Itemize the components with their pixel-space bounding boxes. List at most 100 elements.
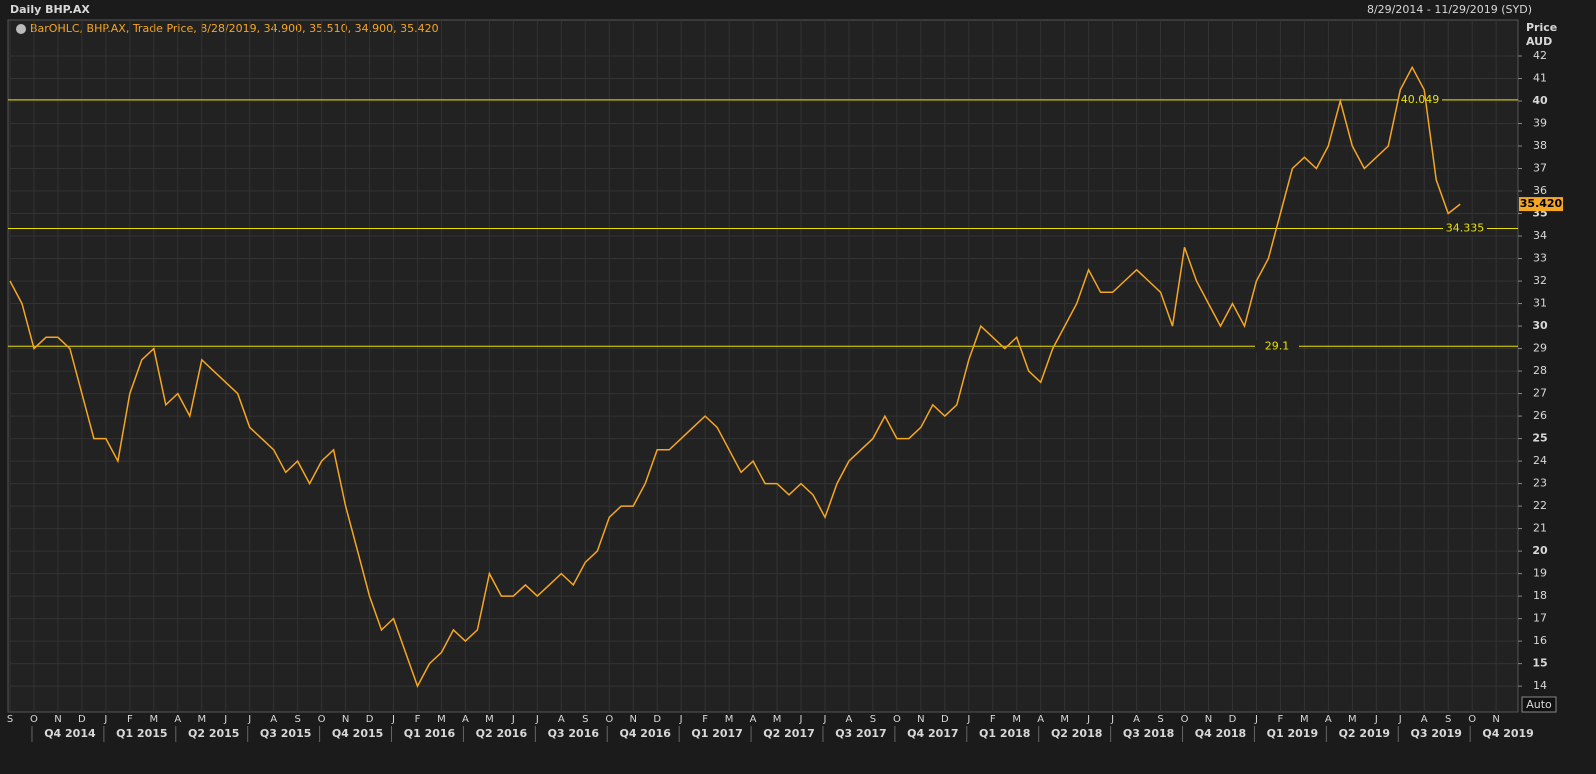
y-tick-label: 18 — [1533, 589, 1547, 602]
x-quarter-label: Q3 2015 — [260, 727, 311, 740]
x-month-label: J — [1086, 714, 1090, 725]
y-tick-label: 41 — [1533, 72, 1547, 85]
x-quarter-label: Q1 2017 — [691, 727, 742, 740]
x-month-label: S — [870, 714, 876, 725]
x-month-label: M — [437, 714, 446, 725]
x-month-label: A — [846, 714, 853, 725]
y-tick-label: 38 — [1533, 139, 1547, 152]
x-month-label: O — [1468, 714, 1476, 725]
chart-layer: 14 15 16 17 18 19 20 21 22 23 24 25 26 27 28 29 30 31 32 33… — [7, 20, 1563, 742]
y-tick-label: 28 — [1533, 364, 1547, 377]
x-month-label: O — [605, 714, 613, 725]
y-tick-label: 15 — [1532, 657, 1547, 670]
x-month-label: M — [149, 714, 158, 725]
x-month-label: J — [247, 714, 251, 725]
x-month-label: F — [1278, 714, 1284, 725]
x-month-label: N — [54, 714, 61, 725]
y-tick-label: 37 — [1533, 162, 1547, 175]
last-price-tag — [1519, 197, 1563, 212]
x-month-label: S — [1157, 714, 1163, 725]
x-month-label: S — [1445, 714, 1451, 725]
x-month-label: J — [1254, 714, 1258, 725]
x-month-label: D — [366, 714, 374, 725]
x-month-label: N — [1205, 714, 1212, 725]
y-axis-label: Price — [1526, 21, 1557, 34]
reference-label-bg — [1255, 340, 1299, 353]
legend-text: BarOHLC, BHP.AX, Trade Price, 8/28/2019,… — [30, 22, 439, 35]
x-month-label: F — [702, 714, 708, 725]
x-month-label: A — [1325, 714, 1332, 725]
y-tick-label: 36 — [1533, 184, 1547, 197]
y-tick-label: 19 — [1533, 567, 1547, 580]
price-line — [9, 65, 1461, 688]
auto-button[interactable] — [1521, 696, 1557, 713]
x-quarter-label: Q1 2019 — [1267, 727, 1318, 740]
x-quarter-label: Q4 2014 — [44, 727, 96, 740]
x-month-label: A — [1421, 714, 1428, 725]
y-tick-label: 26 — [1533, 409, 1547, 422]
y-tick-label: 25 — [1532, 432, 1547, 445]
x-month-label: D — [941, 714, 949, 725]
x-month-label: M — [197, 714, 206, 725]
chart-title: Daily BHP.AX — [10, 3, 90, 16]
x-month-label: N — [342, 714, 349, 725]
x-month-label: J — [511, 714, 515, 725]
x-quarter-label: Q3 2016 — [548, 727, 600, 740]
x-month-label: A — [1133, 714, 1140, 725]
x-month-label: A — [174, 714, 181, 725]
x-month-label: F — [990, 714, 996, 725]
x-month-label: D — [78, 714, 86, 725]
y-tick-label: 17 — [1533, 612, 1547, 625]
x-month-label: A — [270, 714, 277, 725]
x-month-label: S — [294, 714, 300, 725]
y-tick-label: 22 — [1533, 499, 1547, 512]
x-month-label: J — [679, 714, 683, 725]
reference-label: 34.335 — [1446, 222, 1485, 235]
x-month-label: J — [391, 714, 395, 725]
currency-label: AUD — [1526, 35, 1552, 48]
y-tick-label: 29 — [1533, 342, 1547, 355]
x-month-label: F — [127, 714, 133, 725]
y-tick-label: 16 — [1533, 634, 1547, 647]
auto-button-label[interactable]: Auto — [1526, 698, 1552, 711]
x-month-label: J — [1110, 714, 1114, 725]
y-tick-label: 20 — [1532, 544, 1548, 557]
x-month-label: M — [1300, 714, 1309, 725]
x-month-label: J — [1398, 714, 1402, 725]
date-range: 8/29/2014 - 11/29/2019 (SYD) — [1367, 3, 1532, 16]
x-quarter-label: Q2 2015 — [188, 727, 239, 740]
x-month-label: O — [893, 714, 901, 725]
y-tick-label: 39 — [1533, 117, 1547, 130]
x-month-label: M — [485, 714, 494, 725]
x-quarter-label: Q2 2018 — [1051, 727, 1102, 740]
x-month-label: M — [1012, 714, 1021, 725]
plot-area — [7, 19, 1519, 713]
reference-label: 29.1 — [1265, 339, 1290, 352]
x-month-label: M — [773, 714, 782, 725]
x-quarter-label: Q2 2019 — [1339, 727, 1390, 740]
x-month-label: D — [653, 714, 661, 725]
x-quarter-label: Q3 2017 — [835, 727, 886, 740]
y-tick-label: 30 — [1532, 319, 1548, 332]
x-month-label: F — [415, 714, 421, 725]
x-month-label: J — [223, 714, 227, 725]
x-quarter-label: Q3 2019 — [1410, 727, 1461, 740]
reference-label-bg — [1443, 222, 1487, 235]
x-quarter-label: Q1 2016 — [404, 727, 456, 740]
x-quarter-label: Q2 2017 — [763, 727, 814, 740]
y-tick-label: 34 — [1533, 229, 1547, 242]
reference-label: 40.049 — [1401, 93, 1440, 106]
y-tick-label: 21 — [1533, 522, 1547, 535]
x-month-label: A — [1037, 714, 1044, 725]
x-month-label: J — [823, 714, 827, 725]
x-month-label: N — [629, 714, 636, 725]
y-tick-label: 33 — [1533, 252, 1547, 265]
x-month-label: N — [917, 714, 924, 725]
last-price-label: 35.420 — [1520, 197, 1563, 210]
x-month-label: J — [1374, 714, 1378, 725]
x-quarter-label: Q3 2018 — [1123, 727, 1174, 740]
x-quarter-label: Q1 2015 — [116, 727, 167, 740]
x-month-label: A — [558, 714, 565, 725]
x-quarter-label: Q2 2016 — [476, 727, 528, 740]
x-month-label: O — [318, 714, 326, 725]
